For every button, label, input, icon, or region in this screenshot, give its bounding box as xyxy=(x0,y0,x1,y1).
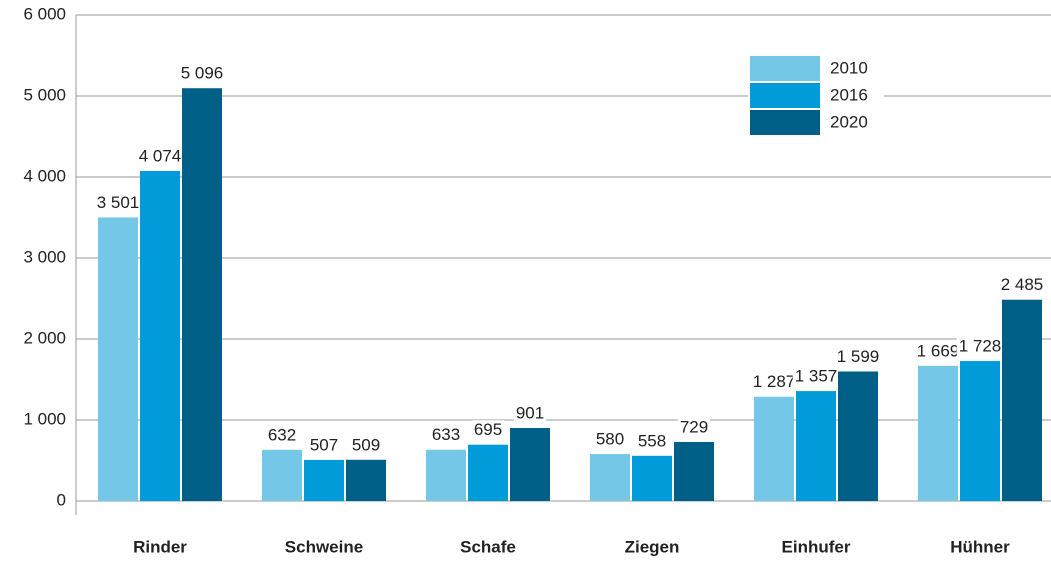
bar xyxy=(1002,299,1042,501)
value-label: 1 599 xyxy=(837,347,880,366)
label-bg xyxy=(914,341,962,361)
bar xyxy=(510,428,550,501)
bar xyxy=(754,396,794,501)
bar xyxy=(918,365,958,501)
bar xyxy=(590,454,630,501)
bar xyxy=(468,444,508,501)
label-bg xyxy=(94,192,142,212)
x-tick-label: Schweine xyxy=(285,537,363,556)
label-bg xyxy=(265,425,299,445)
label-bg xyxy=(429,425,463,445)
x-tick-label: Ziegen xyxy=(625,537,680,556)
label-bg xyxy=(593,429,627,449)
y-tick-label: 5 000 xyxy=(23,85,66,104)
y-tick-label: 1 000 xyxy=(23,409,66,428)
bar xyxy=(346,459,386,501)
bar xyxy=(304,459,344,501)
value-label: 2 485 xyxy=(1001,275,1044,294)
label-bg xyxy=(136,146,184,166)
x-tick-label: Hühner xyxy=(950,537,1010,556)
bar xyxy=(98,217,138,501)
legend-swatch xyxy=(750,110,820,135)
bar xyxy=(182,88,222,501)
legend-label: 2016 xyxy=(830,85,868,104)
label-bg xyxy=(998,275,1046,295)
label-bg xyxy=(792,366,840,386)
label-bg xyxy=(635,431,669,451)
value-label: 1 357 xyxy=(795,367,838,386)
bar xyxy=(960,361,1000,501)
grid xyxy=(76,14,1051,502)
label-bg xyxy=(178,63,226,83)
value-label: 901 xyxy=(516,404,544,423)
y-tick-label: 6 000 xyxy=(23,4,66,23)
x-tick-label: Einhufer xyxy=(782,537,851,556)
label-bg xyxy=(307,435,341,455)
label-bg xyxy=(834,346,882,366)
bar xyxy=(426,449,466,501)
value-label: 3 501 xyxy=(97,193,140,212)
y-tick-label: 0 xyxy=(57,490,66,509)
value-label: 509 xyxy=(352,435,380,454)
value-label: 558 xyxy=(638,431,666,450)
x-tick-label: Schafe xyxy=(460,537,516,556)
legend-label: 2010 xyxy=(830,58,868,77)
value-label: 633 xyxy=(432,425,460,444)
label-bg xyxy=(349,435,383,455)
value-label: 4 074 xyxy=(139,146,182,165)
label-bg xyxy=(471,420,505,440)
value-label: 1 728 xyxy=(959,337,1002,356)
value-label: 1 669 xyxy=(917,341,960,360)
y-tick-label: 3 000 xyxy=(23,247,66,266)
bar xyxy=(674,441,714,501)
value-label: 1 287 xyxy=(753,372,796,391)
bar xyxy=(838,371,878,501)
label-bg xyxy=(677,417,711,437)
y-tick-label: 2 000 xyxy=(23,328,66,347)
y-tick-label: 4 000 xyxy=(23,166,66,185)
label-bg xyxy=(956,336,1004,356)
x-tick-label: Rinder xyxy=(133,537,187,556)
bar xyxy=(632,455,672,501)
value-label: 632 xyxy=(268,425,296,444)
bar xyxy=(140,171,180,502)
label-bg xyxy=(750,372,798,392)
value-label: 580 xyxy=(596,430,624,449)
value-label: 507 xyxy=(310,435,338,454)
value-label: 695 xyxy=(474,420,502,439)
bar xyxy=(796,391,836,501)
bar xyxy=(262,449,302,501)
legend-label: 2020 xyxy=(830,112,868,131)
label-bg xyxy=(513,403,547,423)
legend-swatch xyxy=(750,56,820,81)
legend-swatch xyxy=(750,83,820,108)
value-label: 729 xyxy=(680,417,708,436)
value-label: 5 096 xyxy=(181,64,224,83)
